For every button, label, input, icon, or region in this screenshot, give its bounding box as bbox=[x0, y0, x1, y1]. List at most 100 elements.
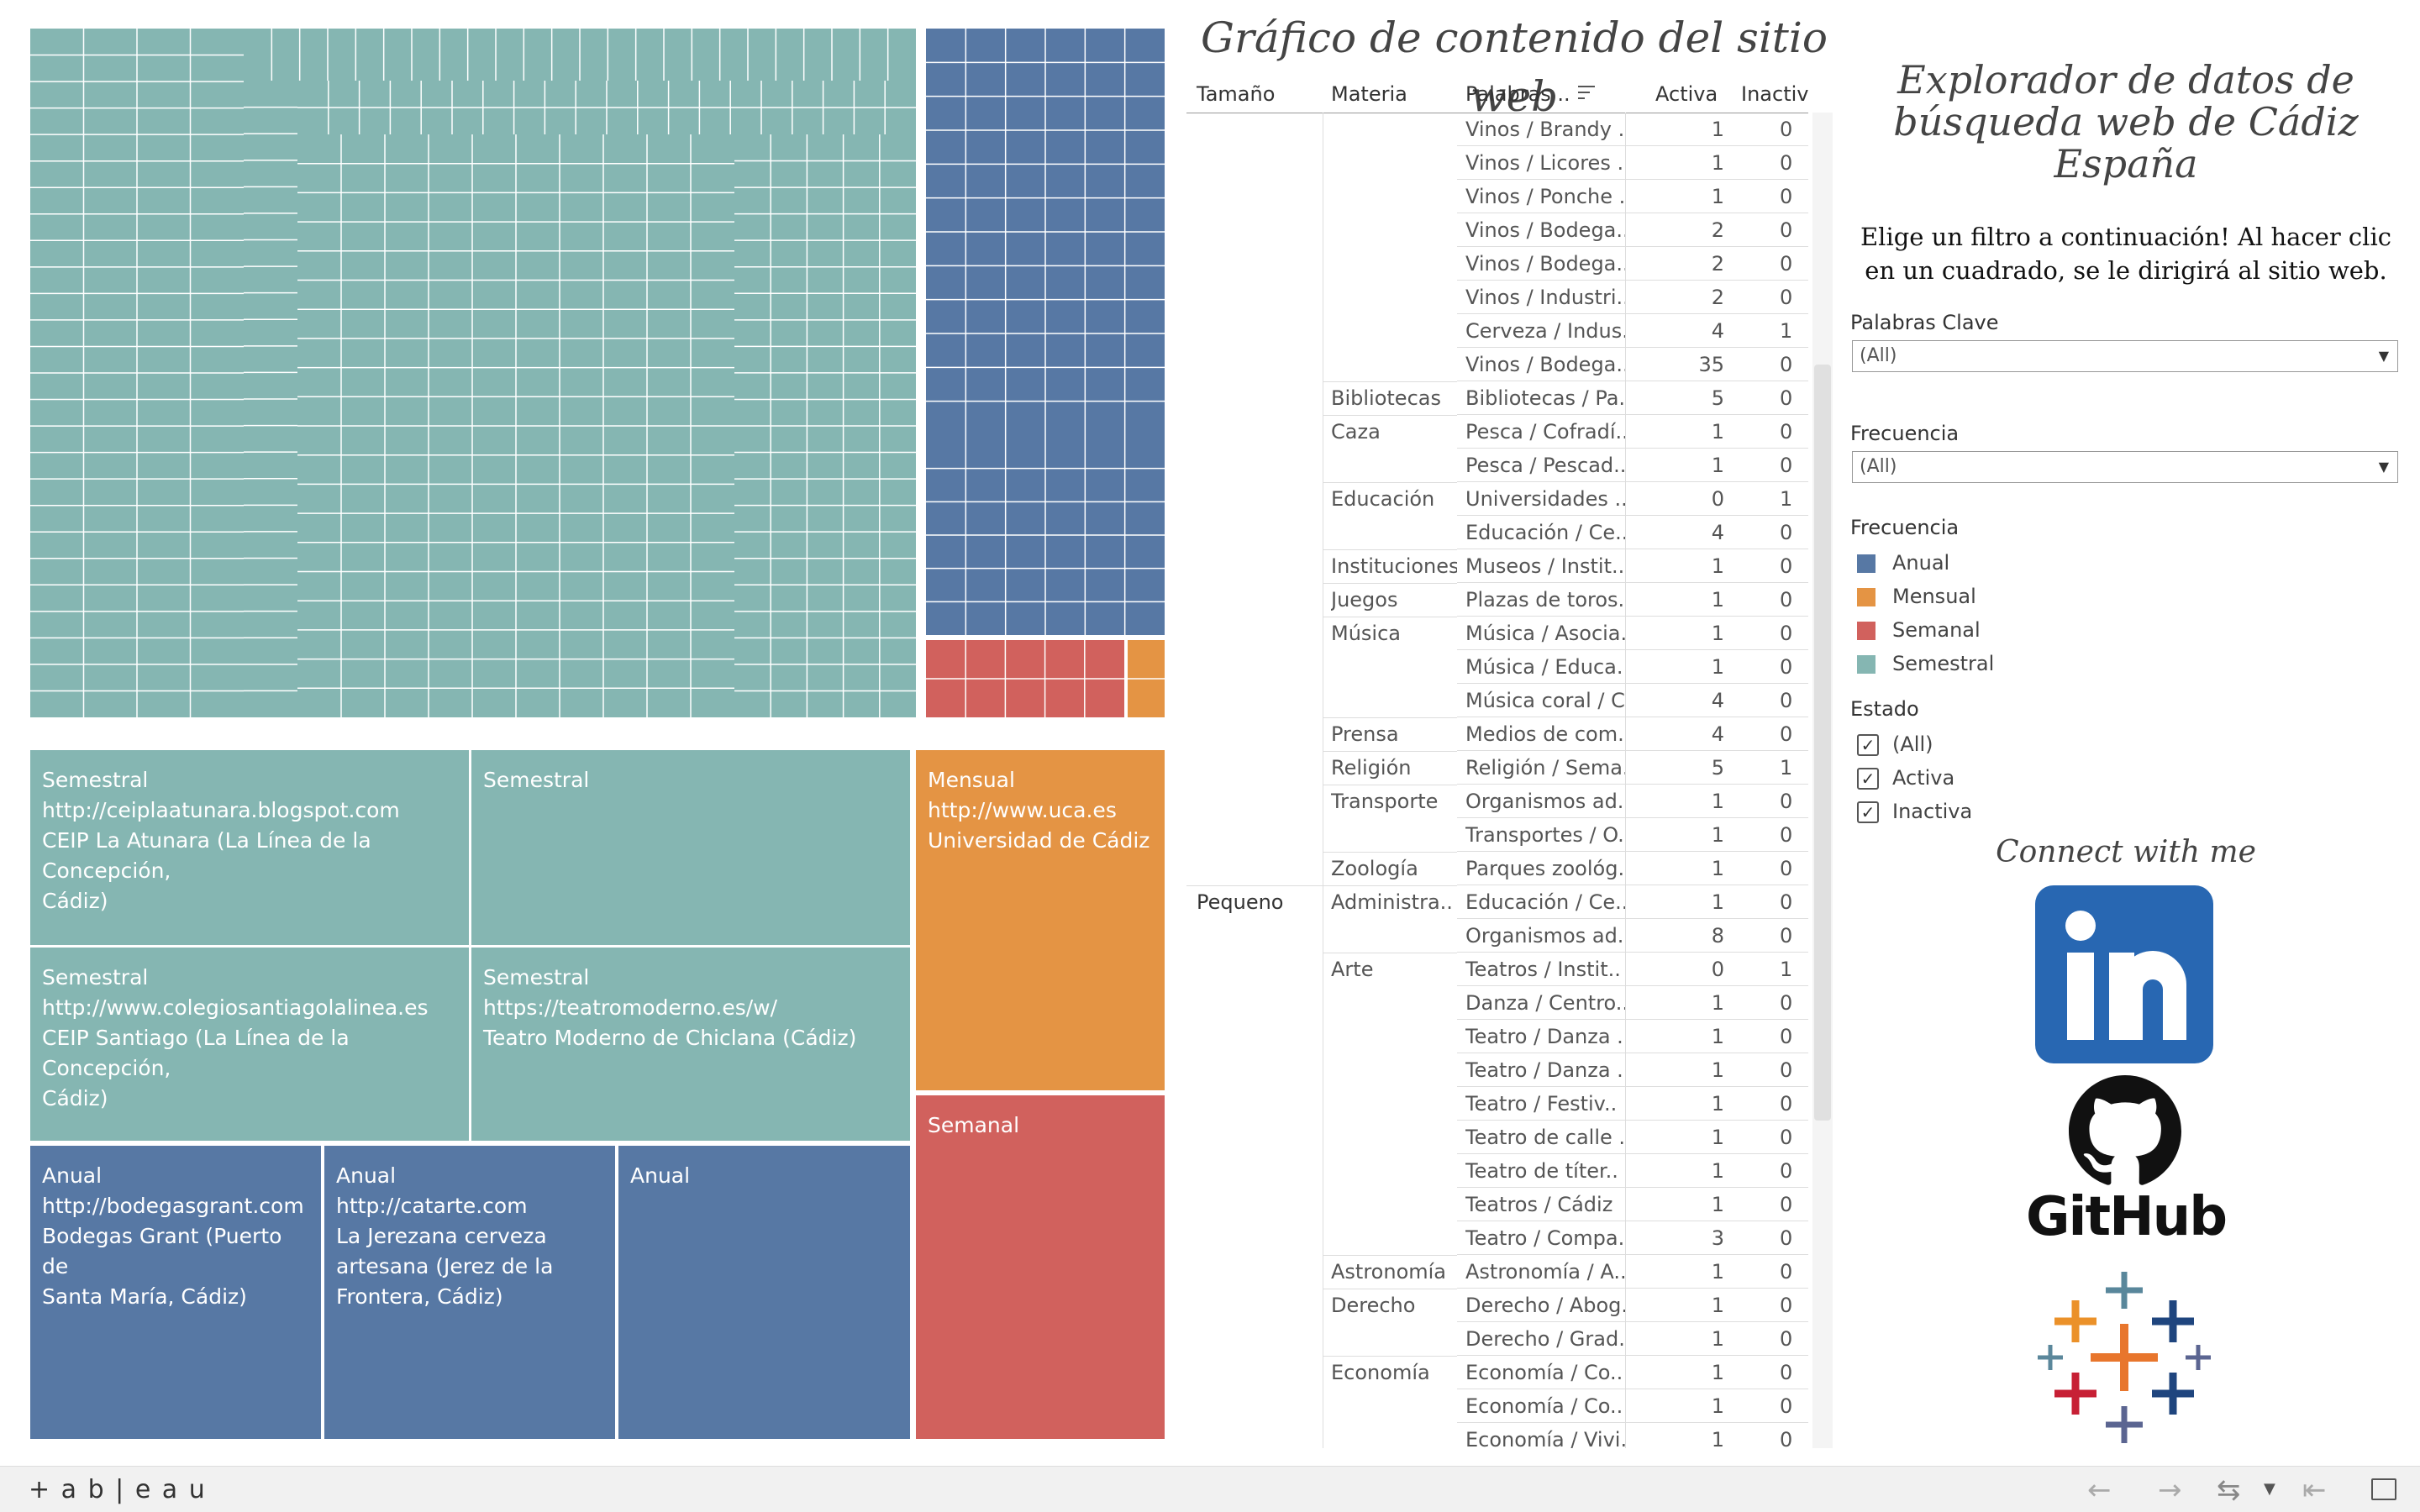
treemap-separator bbox=[1124, 640, 1128, 717]
table-row[interactable]: Transportes / O.. 1 0 bbox=[1186, 818, 1808, 852]
table-row[interactable]: Pesca / Pescad.. 1 0 bbox=[1186, 449, 1808, 482]
github-icon[interactable] bbox=[2069, 1075, 2181, 1188]
table-row[interactable]: Vinos / Industri.. 2 0 bbox=[1186, 281, 1808, 314]
treemap-cell[interactable]: Mensual http://www.uca.es Universidad de… bbox=[916, 750, 1165, 1090]
cell-palabras: Organismos ad.. bbox=[1465, 790, 1625, 813]
header-activa[interactable]: Activa bbox=[1655, 82, 1718, 106]
table-row[interactable]: Vinos / Ponche .. 1 0 bbox=[1186, 180, 1808, 213]
chevron-down-icon[interactable]: ▼ bbox=[2264, 1480, 2275, 1498]
table-row[interactable]: Teatro / Festiv.. 1 0 bbox=[1186, 1087, 1808, 1121]
connect-heading: Connect with me bbox=[1996, 835, 2256, 869]
row-divider bbox=[1457, 246, 1808, 247]
table-row[interactable]: Juegos Plazas de toros.. 1 0 bbox=[1186, 583, 1808, 617]
table-row[interactable]: Caza Pesca / Cofradí.. 1 0 bbox=[1186, 415, 1808, 449]
table-row[interactable]: Teatros / Cádiz 1 0 bbox=[1186, 1188, 1808, 1221]
keywords-dropdown[interactable]: (All) ▼ bbox=[1852, 340, 2398, 372]
undo-icon[interactable]: ← bbox=[2087, 1473, 2112, 1507]
table-row[interactable]: Vinos / Brandy .. 1 0 bbox=[1186, 113, 1808, 146]
checkbox[interactable]: ✓ bbox=[1857, 734, 1879, 756]
reset-icon[interactable]: ⇤ bbox=[2302, 1473, 2327, 1507]
table-row[interactable]: Arte Teatros / Instit.. 0 1 bbox=[1186, 953, 1808, 986]
cell-materia: Zoología bbox=[1331, 857, 1418, 880]
cell-palabras: Teatros / Instit.. bbox=[1465, 958, 1621, 981]
table-row[interactable]: Vinos / Bodega.. 35 0 bbox=[1186, 348, 1808, 381]
table-row[interactable]: Danza / Centro.. 1 0 bbox=[1186, 986, 1808, 1020]
mini-treemap[interactable] bbox=[30, 29, 1165, 717]
fullscreen-icon[interactable] bbox=[2371, 1478, 2396, 1500]
table-row[interactable]: Teatro / Danza .. 1 0 bbox=[1186, 1020, 1808, 1053]
table-row[interactable]: Economía / Vivi.. 1 0 bbox=[1186, 1423, 1808, 1448]
frequency-dropdown[interactable]: (All) ▼ bbox=[1852, 451, 2398, 483]
table-row[interactable]: Teatro / Danza .. 1 0 bbox=[1186, 1053, 1808, 1087]
header-palabras[interactable]: Palabras .. bbox=[1465, 82, 1570, 106]
table-row[interactable]: Religión Religión / Sema.. 5 1 bbox=[1186, 751, 1808, 785]
table-row[interactable]: Zoología Parques zoológ.. 1 0 bbox=[1186, 852, 1808, 885]
cell-activa: 5 bbox=[1711, 756, 1724, 780]
table-row[interactable]: Vinos / Licores .. 1 0 bbox=[1186, 146, 1808, 180]
header-inactiva[interactable]: Inactiv bbox=[1741, 82, 1809, 106]
table-row[interactable]: Música coral / C.. 4 0 bbox=[1186, 684, 1808, 717]
cell-materia: Religión bbox=[1331, 756, 1412, 780]
table-row[interactable]: Cerveza / Indus.. 4 1 bbox=[1186, 314, 1808, 348]
table-row[interactable]: Economía / Co.. 1 0 bbox=[1186, 1389, 1808, 1423]
cell-activa: 2 bbox=[1711, 218, 1724, 242]
table-row[interactable]: Educación / Ce.. 4 0 bbox=[1186, 516, 1808, 549]
treemap-cell[interactable]: Anual http://catarte.com La Jerezana cer… bbox=[324, 1146, 615, 1439]
table-row[interactable]: Transporte Organismos ad.. 1 0 bbox=[1186, 785, 1808, 818]
table-row[interactable]: Vinos / Bodega.. 2 0 bbox=[1186, 247, 1808, 281]
cell-palabras: Pesca / Cofradí.. bbox=[1465, 420, 1625, 444]
cell-materia: Arte bbox=[1331, 958, 1374, 981]
table-row[interactable]: Bibliotecas Bibliotecas / Pa.. 5 0 bbox=[1186, 381, 1808, 415]
table-row[interactable]: Astronomía Astronomía / A.. 1 0 bbox=[1186, 1255, 1808, 1289]
cell-materia: Prensa bbox=[1331, 722, 1399, 746]
table-row[interactable]: Teatro de calle .. 1 0 bbox=[1186, 1121, 1808, 1154]
treemap-cell[interactable]: Anual bbox=[618, 1146, 910, 1439]
table-row[interactable]: Economía Economía / Co.. 1 0 bbox=[1186, 1356, 1808, 1389]
table-row[interactable]: Vinos / Bodega.. 2 0 bbox=[1186, 213, 1808, 247]
table-row[interactable]: Derecho Derecho / Abog.. 1 0 bbox=[1186, 1289, 1808, 1322]
treemap-cell[interactable]: Semestral https://teatromoderno.es/w/ Te… bbox=[471, 948, 910, 1141]
content-table[interactable]: Tamaño Materia Palabras .. Activa Inacti… bbox=[1186, 71, 1835, 1448]
estado-label: Inactiva bbox=[1892, 800, 1973, 823]
table-row[interactable]: Educación Universidades .. 0 1 bbox=[1186, 482, 1808, 516]
table-row[interactable]: Prensa Medios de com.. 4 0 bbox=[1186, 717, 1808, 751]
cell-inactiva: 0 bbox=[1780, 151, 1793, 175]
revert-icon[interactable]: ⇆ bbox=[2217, 1473, 2241, 1507]
tableau-brand-logo[interactable]: + a b | e a u bbox=[29, 1475, 207, 1504]
treemap-cell[interactable]: Semestral http://ceiplaatunara.blogspot.… bbox=[30, 750, 469, 945]
legend-item[interactable]: Semestral bbox=[1857, 648, 2109, 679]
treemap-cell[interactable]: Anual http://bodegasgrant.com Bodegas Gr… bbox=[30, 1146, 321, 1439]
table-row[interactable]: Música Música / Asocia.. 1 0 bbox=[1186, 617, 1808, 650]
header-materia[interactable]: Materia bbox=[1331, 82, 1407, 106]
estado-option-all[interactable]: ✓ (All) bbox=[1857, 729, 2109, 759]
table-row[interactable]: Organismos ad.. 8 0 bbox=[1186, 919, 1808, 953]
linkedin-icon[interactable] bbox=[2035, 885, 2213, 1063]
treemap-cell[interactable]: Semestral http://www.colegiosantiagolali… bbox=[30, 948, 469, 1141]
legend-item[interactable]: Anual bbox=[1857, 548, 2109, 578]
checkbox[interactable]: ✓ bbox=[1857, 768, 1879, 790]
table-row[interactable]: Derecho / Grad.. 1 0 bbox=[1186, 1322, 1808, 1356]
github-label[interactable]: GitHub bbox=[2026, 1186, 2228, 1248]
table-row[interactable]: Pequeno Administra.. Educación / Ce.. 1 0 bbox=[1186, 885, 1808, 919]
legend-item[interactable]: Mensual bbox=[1857, 581, 2109, 612]
treemap-cell[interactable]: Semestral bbox=[471, 750, 910, 945]
estado-option-activa[interactable]: ✓ Activa bbox=[1857, 763, 2109, 793]
cell-palabras: Educación / Ce.. bbox=[1465, 521, 1625, 544]
cell-inactiva: 0 bbox=[1780, 454, 1793, 477]
table-row[interactable]: Teatro / Compa.. 3 0 bbox=[1186, 1221, 1808, 1255]
scrollbar-thumb[interactable] bbox=[1814, 365, 1831, 1121]
legend-item[interactable]: Semanal bbox=[1857, 615, 2109, 645]
estado-option-inactiva[interactable]: ✓ Inactiva bbox=[1857, 796, 2109, 827]
table-row[interactable]: Teatro de títer.. 1 0 bbox=[1186, 1154, 1808, 1188]
cell-palabras: Vinos / Brandy .. bbox=[1465, 118, 1625, 141]
tableau-logo-icon[interactable] bbox=[2032, 1265, 2217, 1450]
cell-palabras: Danza / Centro.. bbox=[1465, 991, 1625, 1015]
scrollbar[interactable] bbox=[1812, 113, 1833, 1448]
header-tamano[interactable]: Tamaño bbox=[1197, 82, 1276, 106]
table-row[interactable]: Música / Educa.. 1 0 bbox=[1186, 650, 1808, 684]
table-row[interactable]: Instituciones Museos / Instit.. 1 0 bbox=[1186, 549, 1808, 583]
redo-icon[interactable]: → bbox=[2158, 1473, 2182, 1507]
sort-icon[interactable] bbox=[1578, 86, 1597, 102]
checkbox[interactable]: ✓ bbox=[1857, 801, 1879, 823]
treemap-cell[interactable]: Semanal bbox=[916, 1095, 1165, 1439]
